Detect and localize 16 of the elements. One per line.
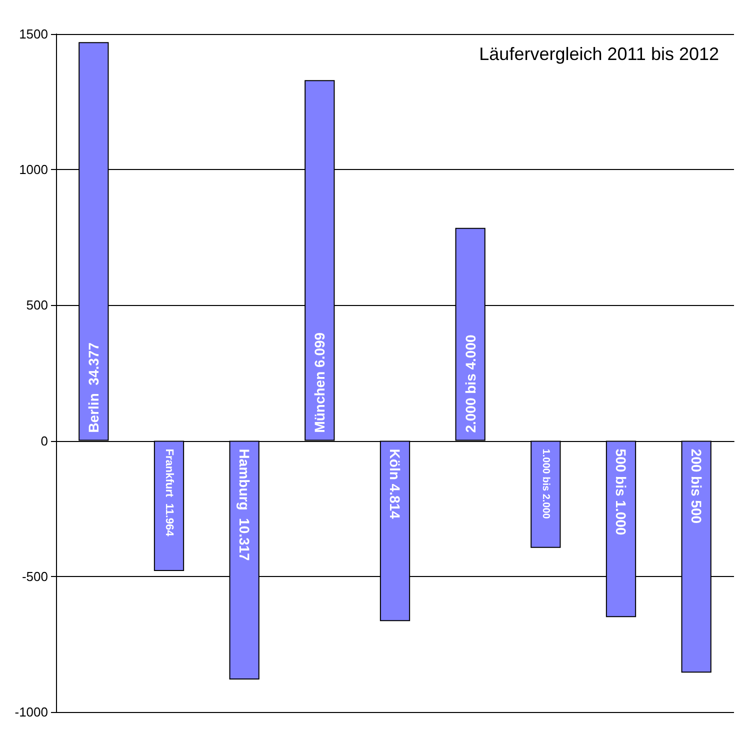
x-tick-label: 200 bis 500	[688, 448, 704, 524]
x-tick-label: 500 bis 1.000	[613, 448, 629, 536]
x-tick-label: Frankfurt 11.964	[163, 448, 175, 538]
y-tick-label: 500	[26, 298, 48, 313]
text: Läufervergleich 2011 bis 2012	[479, 44, 720, 64]
y-tick-label: 1500	[19, 26, 48, 42]
y-tick-label: 0	[40, 433, 48, 448]
y-tick-label: -500	[22, 568, 48, 584]
x-tick-label: 2.000 bis 4.000	[462, 334, 478, 433]
x-tick-label: Köln 4.814	[387, 448, 403, 520]
x-tick-label: Berlin 34.377	[86, 342, 102, 433]
y-tick-label: 1000	[19, 162, 48, 178]
x-tick-label: 1.000 bis 2.000	[540, 448, 552, 520]
y-tick-label: -1000	[14, 704, 48, 720]
x-tick-label: München 6.099	[312, 332, 328, 433]
x-tick-label: Hamburg 10.317	[236, 448, 252, 562]
